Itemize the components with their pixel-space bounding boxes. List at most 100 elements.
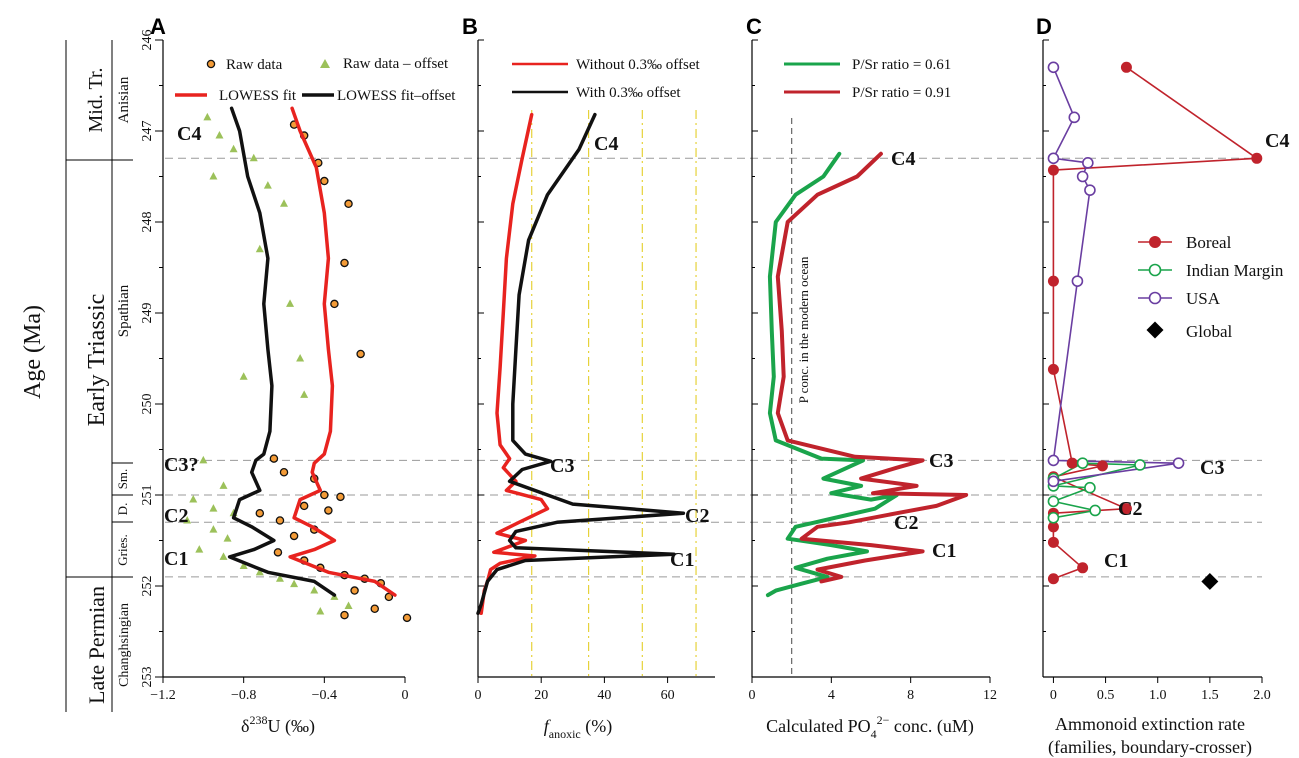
panel-b-label-c1: C1 — [670, 549, 694, 571]
scatter-point-offset — [249, 153, 258, 162]
scatter-point-offset — [290, 579, 299, 588]
scatter-point-offset — [223, 534, 232, 542]
x-tick-label: 0 — [749, 688, 756, 703]
scatter-point-offset — [183, 515, 192, 524]
line-usa — [1052, 66, 1180, 483]
legend-label-usa: USA — [1186, 289, 1221, 308]
stage-anisian: Anisian — [116, 76, 132, 123]
panel-a-label-c4: C4 — [177, 123, 201, 145]
point-boreal — [1077, 562, 1089, 574]
legend-label-offset: Raw data – offset — [343, 56, 449, 72]
point-indian-margin — [1134, 459, 1146, 471]
scatter-point-raw — [370, 604, 379, 614]
scatter-point-raw — [356, 349, 365, 359]
legend-marker-raw — [206, 59, 216, 69]
point-indian-margin — [1076, 457, 1089, 469]
legend-label-boreal: Boreal — [1186, 233, 1232, 252]
y-axis-title: Age (Ma) — [20, 305, 46, 399]
point-global — [1201, 572, 1219, 590]
scatter-point-raw — [269, 454, 279, 463]
legend-marker-usa — [1148, 291, 1162, 305]
age-tick-label: 252 — [140, 576, 155, 597]
legend-label-psr091: P/Sr ratio = 0.91 — [852, 85, 951, 101]
line-indian-margin — [1052, 462, 1141, 519]
panel-a-xlabel: δ238U (‰) — [241, 713, 315, 737]
panel-d-label-c2: C2 — [1118, 498, 1142, 520]
legend-label-indian: Indian Margin — [1186, 261, 1284, 280]
point-boreal — [1047, 275, 1059, 287]
scatter-point-offset — [316, 606, 325, 615]
legend-label-with-offset: With 0.3‰ offset — [576, 85, 681, 101]
point-indian-margin — [1047, 511, 1060, 524]
x-tick-label: 1.0 — [1149, 688, 1167, 703]
point-boreal — [1066, 457, 1078, 469]
scatter-point-raw — [340, 610, 349, 620]
scatter-point-offset — [239, 561, 248, 569]
point-boreal — [1047, 521, 1059, 533]
line-with-offset — [476, 112, 686, 616]
scatter-point-raw — [344, 199, 353, 209]
x-tick-label: 60 — [661, 688, 675, 703]
panel-letter-b: B — [462, 14, 478, 39]
point-usa — [1047, 61, 1060, 74]
point-usa — [1172, 457, 1185, 469]
scatter-point-offset — [209, 172, 218, 180]
age-tick-label: 247 — [140, 121, 155, 142]
legend-label-lowess: LOWESS fit — [219, 88, 297, 104]
point-usa — [1071, 275, 1084, 287]
scatter-point-raw — [275, 516, 285, 525]
x-tick-label: 40 — [597, 688, 611, 703]
scatter-point-offset — [286, 299, 295, 307]
panel-d-label-c4: C4 — [1265, 130, 1289, 152]
scatter-point-raw — [279, 467, 289, 477]
panel-b-label-c2: C2 — [685, 505, 709, 527]
point-usa — [1047, 475, 1060, 488]
x-tick-label: 2.0 — [1253, 688, 1271, 703]
scatter-point-raw — [336, 492, 345, 502]
stage-griesbachian: Gries. — [115, 534, 130, 565]
x-tick-label: 0 — [402, 688, 409, 703]
scatter-point-offset — [219, 552, 228, 560]
legend-marker-global — [1146, 321, 1164, 339]
stage-smithian: Sm. — [115, 469, 130, 490]
scatter-point-offset — [219, 481, 228, 489]
period-mid-triassic: Mid. Tr. — [85, 67, 107, 132]
point-boreal — [1120, 61, 1132, 73]
scatter-point-raw — [273, 548, 283, 557]
scatter-point-offset — [203, 112, 212, 121]
scatter-point-offset — [255, 567, 264, 576]
stage-changhsingian: Changhsingian — [117, 603, 132, 687]
modern-ocean-reference-label: P conc. in the modern ocean — [796, 256, 811, 403]
panel-b-label-c3: C3 — [550, 455, 574, 477]
scatter-point-offset — [215, 131, 224, 139]
legend-label-global: Global — [1186, 322, 1233, 341]
line-psr-091 — [775, 151, 969, 584]
scatter-point-offset — [189, 495, 198, 503]
x-tick-label: 4 — [828, 688, 835, 703]
line-without-offset — [479, 112, 550, 616]
legend-label-psr061: P/Sr ratio = 0.61 — [852, 57, 951, 73]
panel-letter-c: C — [746, 14, 762, 39]
point-boreal — [1096, 460, 1108, 472]
point-usa — [1047, 454, 1060, 467]
point-boreal — [1120, 503, 1132, 515]
scatter-point-raw — [255, 508, 265, 518]
x-tick-label: 1.5 — [1201, 688, 1219, 703]
panel-letter-d: D — [1036, 14, 1052, 39]
scatter-point-offset — [199, 455, 208, 464]
panel-a: −1.2 −0.8 −0.4 0 — [150, 106, 412, 703]
x-tick-label: −1.2 — [150, 688, 175, 703]
point-indian-margin — [1084, 481, 1096, 494]
point-boreal — [1047, 536, 1059, 548]
point-usa — [1082, 157, 1094, 169]
scatter-point-raw — [320, 490, 329, 500]
panel-c-label-c1: C1 — [932, 540, 956, 562]
panel-letter-a: A — [150, 14, 166, 39]
panel-a-label-c3: C3? — [164, 454, 198, 476]
stratigraphy-column: Mid. Tr. Early Triassic Late Permian Ani… — [20, 40, 133, 712]
scatter-point-raw — [340, 258, 349, 268]
point-indian-margin — [1047, 495, 1060, 508]
scatter-point-raw — [320, 176, 329, 186]
scatter-point-raw — [330, 299, 339, 309]
